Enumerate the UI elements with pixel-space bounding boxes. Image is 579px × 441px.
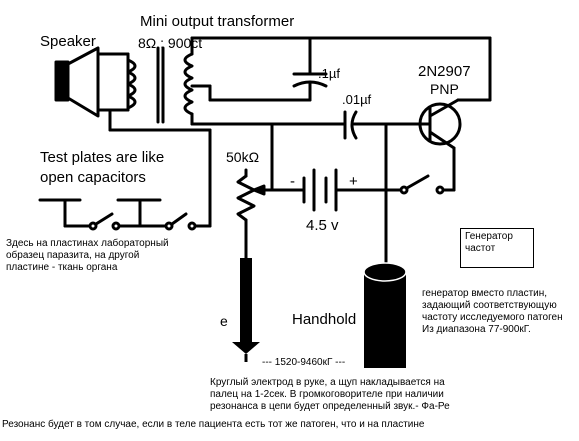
- speaker-label: Speaker: [40, 33, 96, 50]
- resistor-50k: [236, 168, 274, 264]
- handhold-electrode: [363, 262, 407, 368]
- test-plates-caption-2: open capacitors: [40, 169, 146, 186]
- capacitor-2-label: .01µf: [342, 92, 372, 107]
- transistor-label: 2N2907: [418, 63, 471, 80]
- transistor-2n2907: [418, 98, 462, 192]
- capacitor-0-01uf: [343, 110, 422, 140]
- speaker-symbol: [54, 46, 130, 118]
- battery-label: 4.5 v: [306, 217, 339, 234]
- transformer-symbol: [126, 36, 212, 126]
- resistor-label: 50kΩ: [226, 149, 259, 165]
- power-switch: [399, 174, 456, 195]
- generator-note: генератор вместо пластин, задающий соотв…: [422, 288, 563, 335]
- generator-box: Генератор частот: [460, 228, 534, 268]
- electrode-note: Круглый электрод в руке, а щуп накладыва…: [210, 377, 450, 412]
- handhold-label: Handhold: [292, 311, 356, 328]
- plates-note: Здесь на пластинах лабораторный образец …: [6, 238, 169, 273]
- frequency-range-note: --- 1520-9460кГ ---: [262, 357, 346, 368]
- probe: [232, 258, 260, 362]
- battery-4-5v: [298, 168, 402, 212]
- transformer-spec: 8Ω : 900ct: [138, 35, 202, 51]
- capacitor-1-label: .1µf: [318, 66, 340, 81]
- resonance-note: Резонанс будет в том случае, если в теле…: [2, 419, 425, 430]
- transformer-title: Mini output transformer: [140, 13, 294, 30]
- capacitor-0-1uf: [292, 36, 328, 102]
- test-plates-caption-1: Test plates are like: [40, 149, 164, 166]
- transistor-type: PNP: [430, 81, 459, 97]
- test-plates: [38, 198, 212, 231]
- battery-minus-sign: -: [290, 173, 295, 190]
- probe-mark: e: [220, 313, 228, 329]
- battery-plus-sign: +: [349, 173, 358, 190]
